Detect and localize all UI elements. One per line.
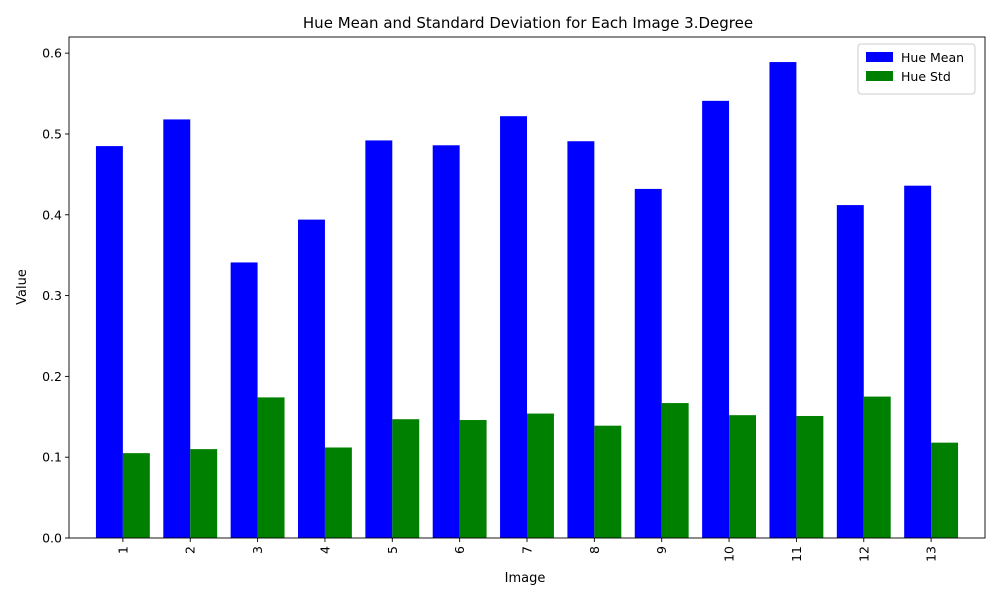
bar-hue-std-5 — [392, 419, 420, 538]
bar-hue-mean-12 — [836, 205, 864, 538]
legend-label-hue-std: Hue Std — [901, 69, 951, 84]
x-tick-label: 10 — [722, 546, 737, 562]
bar-hue-mean-6 — [432, 145, 460, 538]
bar-hue-mean-1 — [95, 146, 123, 538]
bar-hue-std-2 — [190, 449, 218, 538]
bar-hue-std-4 — [324, 447, 352, 538]
bar-hue-mean-2 — [163, 119, 191, 538]
x-axis-label: Image — [505, 571, 546, 586]
x-tick-label: 6 — [452, 546, 467, 554]
x-tick-label: 8 — [587, 546, 602, 554]
bar-hue-std-1 — [122, 453, 150, 538]
x-tick-label: 5 — [385, 546, 400, 554]
plot-area: 0.00.10.20.30.40.50.61 2 3 4 5 6 7 8 9 10 11 12 13Hu… — [42, 36, 986, 562]
bar-hue-mean-10 — [702, 100, 730, 538]
bar-hue-std-9 — [661, 403, 689, 538]
bar-hue-std-10 — [729, 415, 756, 538]
x-tick-label: 7 — [520, 546, 535, 554]
y-tick-label: 0.3 — [42, 288, 62, 303]
bar-hue-mean-13 — [904, 185, 932, 538]
x-tick-label: 2 — [183, 546, 198, 554]
y-tick-label: 0.0 — [42, 531, 62, 546]
y-tick-label: 0.2 — [42, 369, 62, 384]
bar-hue-std-6 — [459, 420, 487, 538]
bar-hue-mean-9 — [634, 188, 662, 538]
bar-hue-std-13 — [931, 442, 959, 538]
y-tick-label: 0.4 — [42, 207, 62, 222]
x-tick-label: 1 — [115, 546, 130, 554]
y-tick-label: 0.1 — [42, 450, 62, 465]
x-tick-label: 11 — [789, 546, 804, 562]
legend-swatch-hue-mean — [866, 52, 893, 62]
bar-hue-mean-7 — [500, 116, 527, 539]
chart-title: Hue Mean and Standard Deviation for Each… — [303, 14, 753, 32]
x-tick-label: 3 — [250, 546, 265, 554]
bar-hue-mean-8 — [567, 141, 595, 538]
x-tick-label: 4 — [317, 546, 332, 554]
x-tick-label: 12 — [856, 546, 871, 562]
bar-hue-mean-3 — [230, 262, 258, 538]
legend-label-hue-mean: Hue Mean — [901, 50, 964, 65]
bar-hue-std-3 — [257, 397, 285, 538]
x-tick-label: 9 — [654, 546, 669, 554]
legend-swatch-hue-std — [866, 71, 893, 81]
bar-hue-mean-11 — [769, 62, 797, 539]
bar-hue-std-7 — [527, 413, 554, 538]
bar-hue-mean-4 — [298, 219, 325, 539]
y-tick-label: 0.5 — [42, 126, 62, 141]
bar-hue-std-12 — [863, 396, 891, 538]
bar-hue-mean-5 — [365, 140, 393, 538]
bar-hue-std-11 — [796, 415, 824, 538]
x-tick-label: 13 — [924, 546, 939, 562]
y-tick-label: 0.6 — [42, 46, 62, 61]
y-axis-label: Value — [15, 269, 30, 305]
bar-hue-std-8 — [594, 425, 622, 538]
